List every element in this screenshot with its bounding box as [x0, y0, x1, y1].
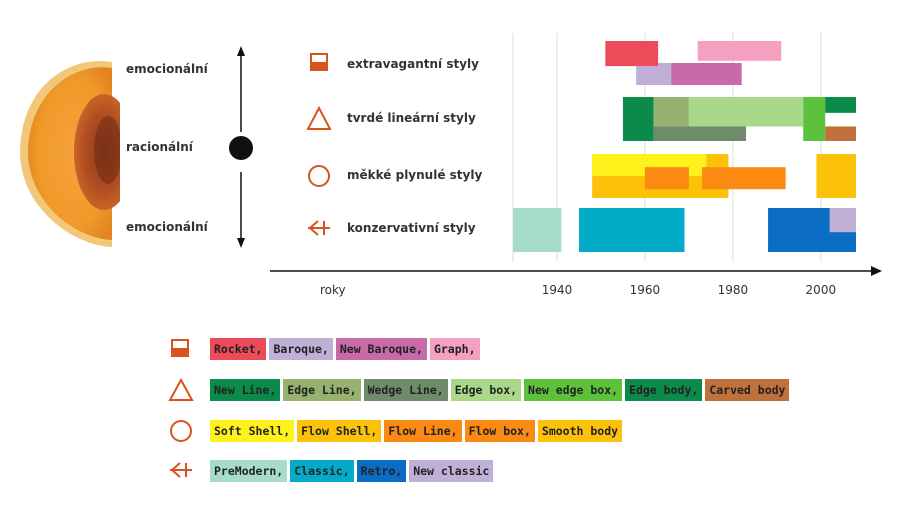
timeline-chart: roky 1940 1960 1980 2000 — [270, 33, 882, 297]
bar-new-edge-box — [803, 97, 826, 141]
style-item-label: měkké plynulé styly — [347, 168, 483, 182]
arrow-left-icon — [308, 220, 330, 236]
legend-chip: PreModern, — [210, 460, 288, 482]
x-tick-label: 1960 — [630, 283, 661, 297]
rational-dot-icon — [229, 136, 253, 160]
filled-square-icon — [171, 339, 189, 357]
legend-chip: Smooth body — [537, 420, 623, 442]
bar-baroque — [636, 63, 676, 85]
legend-chip: Edge body, — [625, 379, 703, 401]
x-axis-label: roky — [320, 283, 346, 297]
legend-chip: Carved body — [705, 379, 790, 401]
bar-carved-body — [825, 126, 856, 141]
legend-chip: New Baroque, — [335, 338, 427, 360]
bar-graph — [697, 41, 782, 61]
x-axis-ticks: 1940 1960 1980 2000 — [542, 283, 836, 297]
x-axis: roky — [270, 266, 882, 297]
bar-rocket — [605, 41, 659, 67]
legend-chip: Classic, — [290, 460, 354, 482]
bar-wedge-line — [653, 126, 747, 141]
filled-square-icon — [310, 53, 328, 71]
bar-flow-box — [702, 167, 786, 190]
legend-chip: Flow Shell, — [297, 420, 382, 442]
legend-chips: PreModern, Classic, Retro, New classic — [210, 460, 494, 482]
bar-edge-box — [688, 97, 804, 127]
bar-edge-body — [825, 97, 856, 113]
bar-new-classic — [829, 208, 856, 233]
legend-chip: Flow box, — [464, 420, 535, 442]
triangle-icon — [168, 378, 194, 401]
arrow-down-icon — [237, 238, 245, 248]
legend-chip: Edge Line, — [283, 379, 361, 401]
arrow-right-icon — [871, 266, 882, 276]
bar-flow-line — [644, 167, 689, 190]
x-tick-label: 1980 — [718, 283, 749, 297]
style-item-label: tvrdé lineární styly — [347, 111, 476, 125]
legend-chip: Wedge Line, — [363, 379, 448, 401]
x-tick-label: 1940 — [542, 283, 573, 297]
legend-chips: Rocket, Baroque, New Baroque, Graph, — [210, 338, 480, 360]
legend-chip: New edge box, — [524, 379, 623, 401]
mood-scale — [229, 46, 253, 248]
legend-chips: New Line, Edge Line, Wedge Line, Edge box, N… — [210, 379, 790, 401]
legend-chip: Retro, — [356, 460, 407, 482]
bar-premodern — [513, 208, 562, 252]
circle-icon — [170, 420, 192, 442]
mood-label-middle: racionální — [126, 140, 193, 154]
bar-new-line — [622, 97, 654, 141]
bar-smooth-body — [816, 154, 856, 198]
legend-chip: Soft Shell, — [210, 420, 295, 442]
chart-bars — [513, 41, 856, 252]
legend-chip: Graph, — [429, 338, 480, 360]
mood-label-bottom: emocionální — [126, 220, 208, 234]
triangle-icon — [306, 106, 332, 130]
legend-chips: Soft Shell, Flow Shell, Flow Line, Flow box… — [210, 420, 623, 442]
legend-chip: Edge box, — [450, 379, 522, 401]
legend-chip: New Line, — [210, 379, 281, 401]
x-tick-label: 2000 — [806, 283, 837, 297]
bar-classic — [578, 208, 685, 252]
bar-new-baroque — [671, 63, 742, 85]
arrow-up-icon — [237, 46, 245, 56]
style-item-label: extravagantní styly — [347, 57, 479, 71]
arrow-left-icon — [170, 462, 192, 478]
circle-icon — [308, 165, 330, 187]
legend-chip: New classic — [409, 460, 494, 482]
legend-chip: Baroque, — [269, 338, 333, 360]
bar-edge-line — [653, 97, 689, 127]
mood-label-top: emocionální — [126, 62, 208, 76]
peach-illustration — [19, 61, 120, 247]
legend-chip: Flow Line, — [384, 420, 462, 442]
legend-chip: Rocket, — [210, 338, 267, 360]
style-item-label: konzervativní styly — [347, 221, 476, 235]
